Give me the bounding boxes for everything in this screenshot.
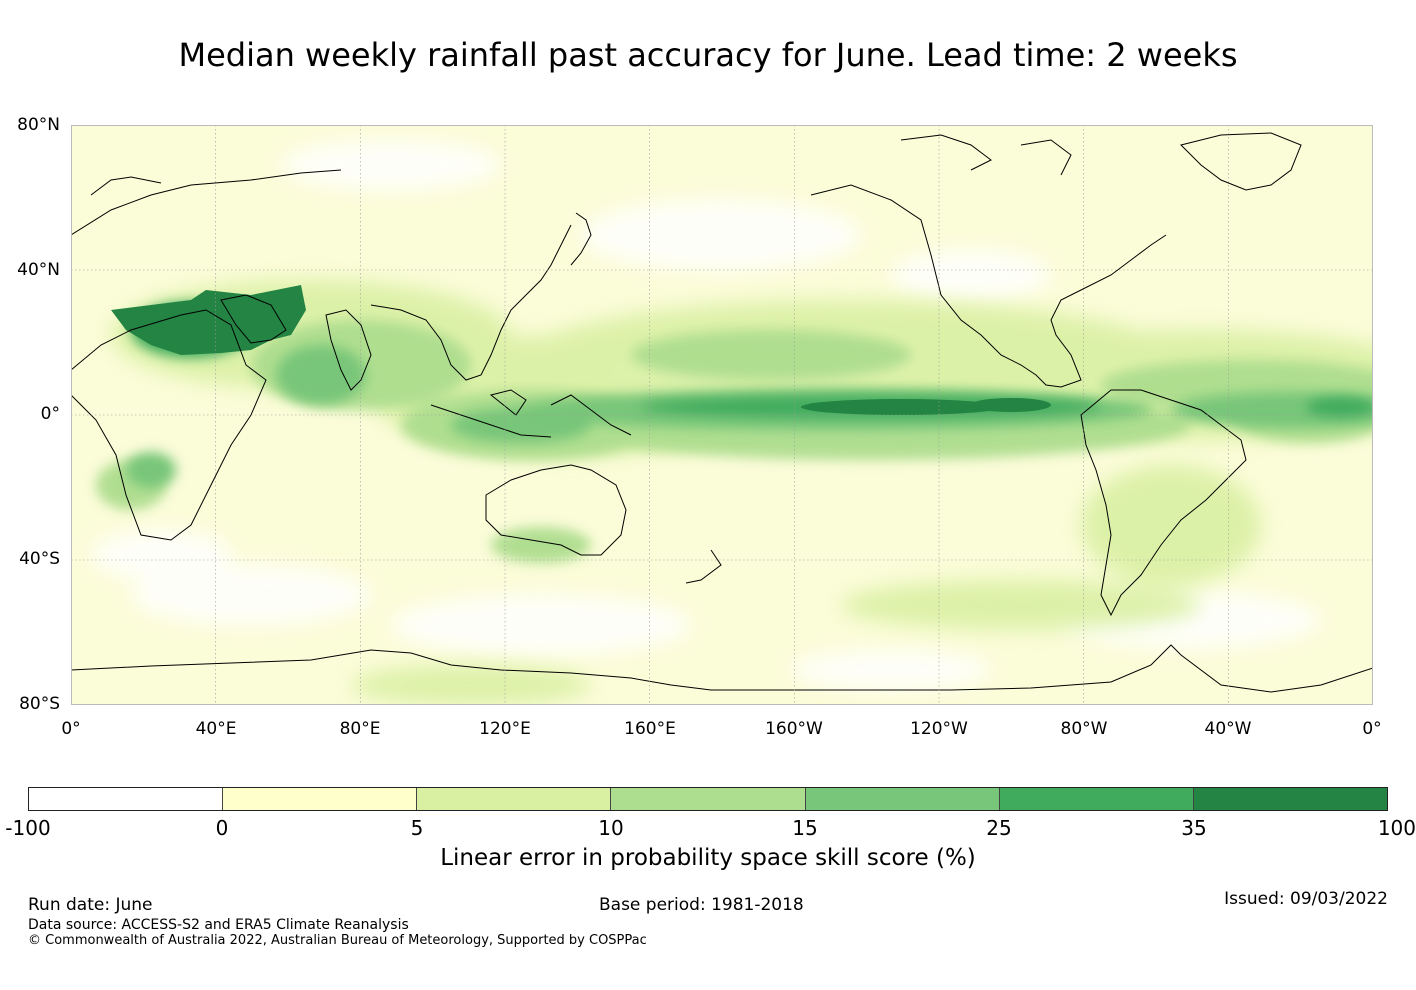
base-period: Base period: 1981-2018 (599, 895, 804, 915)
data-source: Data source: ACCESS-S2 and ERA5 Climate … (28, 917, 409, 933)
colorbar-tick: 0 (215, 816, 229, 840)
lon-label-40e: 40°E (195, 719, 237, 739)
lat-label-40s: 40°S (19, 549, 60, 569)
lon-label-40w: 40°W (1204, 719, 1252, 739)
lat-label-80n: 80°N (17, 115, 60, 135)
colorbar-segment (804, 788, 999, 810)
lon-label-120e: 120°E (479, 719, 531, 739)
colorbar-label: Linear error in probability space skill … (440, 845, 976, 871)
colorbar-tick: 15 (792, 816, 818, 840)
lon-label-0: 0° (61, 719, 81, 739)
lon-label-80w: 80°W (1060, 719, 1108, 739)
lat-label-0: 0° (40, 404, 60, 424)
map-title: Median weekly rainfall past accuracy for… (178, 36, 1238, 74)
map-frame (71, 125, 1373, 705)
graticule (71, 125, 1373, 705)
lon-label-0-east: 0° (1362, 719, 1382, 739)
colorbar-tick: 5 (410, 816, 424, 840)
run-date: Run date: June (28, 895, 153, 915)
colorbar-tick: 10 (598, 816, 624, 840)
lon-label-80e: 80°E (339, 719, 381, 739)
colorbar (28, 787, 1388, 811)
colorbar-segment (610, 788, 805, 810)
lon-label-120w: 120°W (910, 719, 968, 739)
skill-score-map (71, 125, 1373, 705)
colorbar-segment (416, 788, 611, 810)
colorbar-tick: 35 (1181, 816, 1207, 840)
colorbar-segment (29, 788, 223, 810)
colorbar-tick: 100 (1377, 816, 1416, 840)
lat-label-40n: 40°N (17, 260, 60, 280)
colorbar-tick: -100 (5, 816, 51, 840)
skill-35-100 (111, 285, 1051, 415)
colorbar-tick: 25 (986, 816, 1012, 840)
coastlines (71, 132, 1373, 693)
colorbar-segment (1192, 788, 1387, 810)
lat-label-80s: 80°S (19, 694, 60, 714)
colorbar-segment (998, 788, 1193, 810)
lon-label-160e: 160°E (624, 719, 676, 739)
colorbar-segment (222, 788, 417, 810)
issued-date: Issued: 09/03/2022 (1224, 889, 1388, 909)
copyright: © Commonwealth of Australia 2022, Austra… (28, 933, 647, 948)
lon-label-160w: 160°W (765, 719, 823, 739)
